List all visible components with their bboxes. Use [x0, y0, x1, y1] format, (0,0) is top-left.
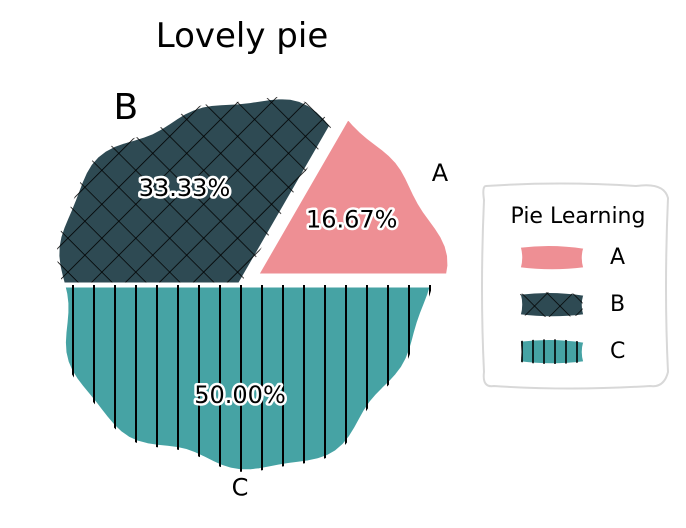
pie-slice-b	[54, 94, 335, 288]
legend-frame	[481, 182, 670, 390]
category-label-c: C	[232, 474, 249, 502]
category-label-a: A	[432, 159, 449, 187]
pie-slice-a	[253, 113, 453, 279]
legend-swatch-a	[519, 244, 585, 271]
percent-label-c: 50.00%	[194, 381, 286, 409]
legend-item-c: C	[519, 338, 625, 365]
pie-slice-c	[60, 282, 436, 475]
pie-slices	[54, 94, 453, 475]
category-label-b: B	[113, 87, 138, 128]
legend-label-a: A	[610, 245, 625, 270]
legend: Pie Learning ABC	[481, 182, 670, 390]
legend-label-c: C	[610, 339, 625, 364]
legend-item-b: B	[519, 291, 625, 318]
legend-title: Pie Learning	[511, 204, 646, 229]
legend-swatch-b	[519, 291, 585, 318]
percent-label-b: 33.33%	[139, 174, 231, 202]
legend-item-a: A	[519, 244, 625, 271]
legend-label-b: B	[610, 292, 625, 317]
percent-label-a: 16.67%	[306, 206, 398, 234]
chart-title: Lovely pie	[156, 16, 329, 56]
pie-labels: A 16.67% B 33.33% C 50.00%	[113, 87, 448, 502]
legend-swatch-c	[519, 338, 585, 365]
